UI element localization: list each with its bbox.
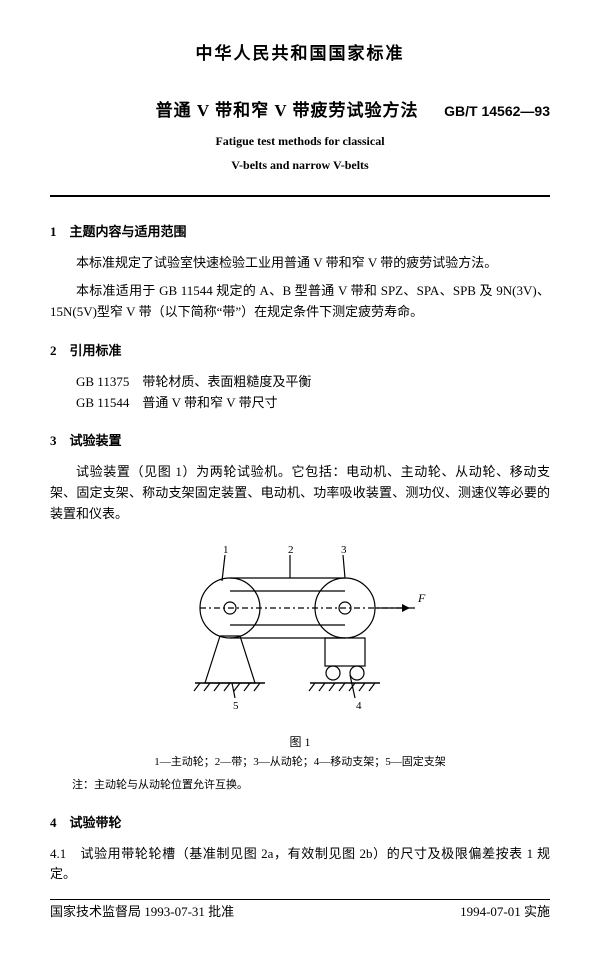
- title-cn: 普通 V 带和窄 V 带疲劳试验方法: [50, 97, 444, 124]
- section-3-heading: 3 试验装置: [50, 431, 550, 452]
- svg-text:5: 5: [233, 700, 239, 712]
- footer-right: 1994-07-01 实施: [460, 902, 550, 923]
- s1-p2: 本标准适用于 GB 11544 规定的 A、B 型普通 V 带和 SPZ、SPA…: [50, 281, 550, 323]
- standard-code: GB/T 14562—93: [444, 100, 550, 122]
- svg-text:4: 4: [356, 700, 362, 712]
- section-2-heading: 2 引用标准: [50, 341, 550, 362]
- section-1-heading: 1 主题内容与适用范围: [50, 222, 550, 243]
- figure-legend: 1—主动轮；2—带；3—从动轮；4—移动支架；5—固定支架: [50, 754, 550, 772]
- divider-top: [50, 195, 550, 197]
- title-en-2: V-belts and narrow V-belts: [50, 156, 550, 175]
- ref-1: GB 11375 带轮材质、表面粗糙度及平衡: [76, 372, 550, 393]
- title-en-1: Fatigue test methods for classical: [50, 132, 550, 151]
- section-4-heading: 4 试验带轮: [50, 813, 550, 834]
- svg-text:3: 3: [341, 544, 347, 556]
- svg-text:1: 1: [223, 544, 229, 556]
- ref-2: GB 11544 普通 V 带和窄 V 带尺寸: [76, 393, 550, 414]
- footer-left: 国家技术监督局 1993-07-31 批准: [50, 902, 234, 923]
- s1-p1: 本标准规定了试验室快速检验工业用普通 V 带和窄 V 带的疲劳试验方法。: [50, 253, 550, 274]
- footer: 国家技术监督局 1993-07-31 批准 1994-07-01 实施: [50, 899, 550, 923]
- figure-note: 注：主动轮与从动轮位置允许互换。: [72, 777, 550, 795]
- diagram-svg: 1 2 3 F 4 5: [150, 543, 450, 723]
- figure-caption: 图 1: [50, 733, 550, 752]
- title-row: 普通 V 带和窄 V 带疲劳试验方法 GB/T 14562—93: [50, 97, 550, 124]
- s3-p1: 试验装置（见图 1）为两轮试验机。它包括：电动机、主动轮、从动轮、移动支架、固定…: [50, 462, 550, 524]
- svg-text:F: F: [417, 591, 426, 605]
- s4-p1: 4.1 试验用带轮轮槽（基准制见图 2a，有效制见图 2b）的尺寸及极限偏差按表…: [50, 844, 550, 886]
- svg-text:2: 2: [288, 544, 294, 556]
- doc-header: 中华人民共和国国家标准: [50, 40, 550, 67]
- figure-1: 1 2 3 F 4 5: [50, 543, 550, 723]
